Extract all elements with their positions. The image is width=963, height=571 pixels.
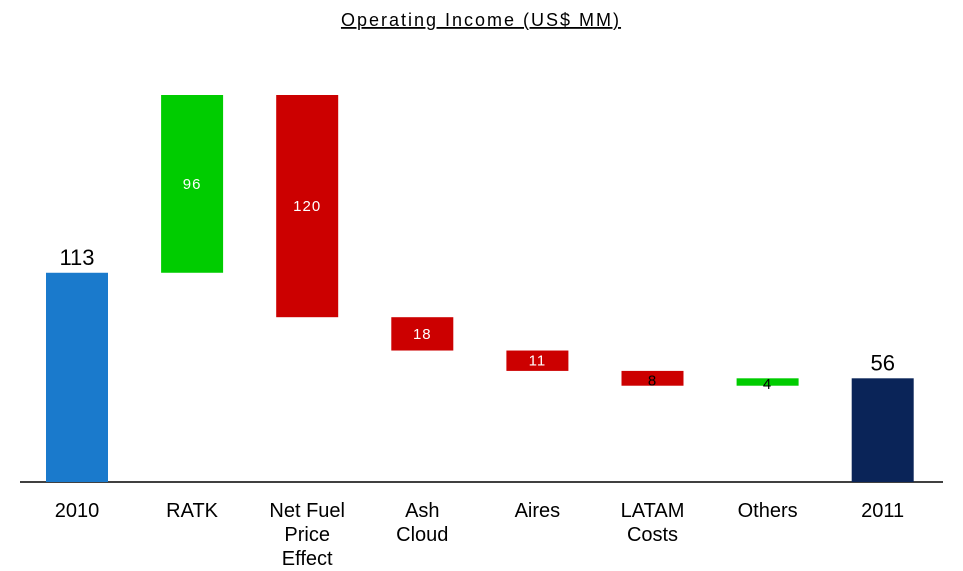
bar bbox=[506, 350, 569, 371]
x-tick-label: 2011 bbox=[861, 500, 905, 522]
chart-title: Operating Income (US$ MM) bbox=[341, 10, 621, 30]
data-label: 8 bbox=[648, 372, 657, 389]
x-tick-label: Net Fuel Price Effect bbox=[269, 500, 345, 570]
bar bbox=[736, 378, 799, 386]
bar bbox=[161, 95, 224, 273]
x-tick-label: RATK bbox=[166, 500, 219, 522]
bar bbox=[621, 370, 684, 386]
bar bbox=[46, 272, 108, 482]
data-label: 96 bbox=[183, 176, 202, 193]
data-label: 113 bbox=[59, 245, 94, 270]
x-tick-label: Others bbox=[737, 500, 798, 522]
bar bbox=[851, 378, 914, 482]
bar bbox=[276, 95, 339, 318]
bar bbox=[391, 317, 454, 351]
x-tick-label: 2010 bbox=[54, 500, 100, 522]
x-tick-label: Aires bbox=[514, 500, 561, 522]
x-tick-label: LATAM Costs bbox=[620, 500, 685, 546]
data-label: 18 bbox=[413, 326, 432, 343]
x-tick-label: Ash Cloud bbox=[396, 500, 449, 546]
data-label: 120 bbox=[293, 198, 321, 215]
data-label: 4 bbox=[763, 376, 772, 393]
data-label: 56 bbox=[870, 350, 894, 375]
data-label: 11 bbox=[529, 353, 547, 370]
